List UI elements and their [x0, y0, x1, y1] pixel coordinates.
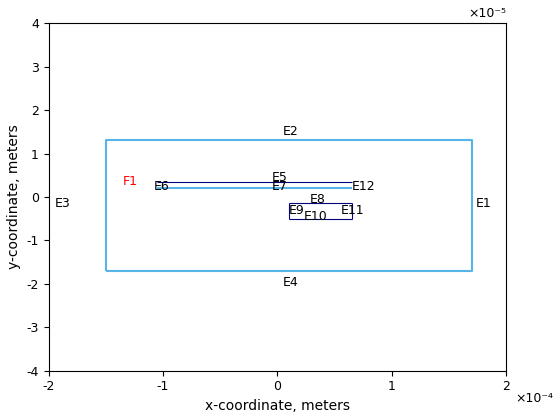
- Text: ×10⁻⁴: ×10⁻⁴: [516, 391, 553, 404]
- Text: E6: E6: [154, 180, 170, 193]
- Text: E3: E3: [54, 197, 70, 210]
- Text: F1: F1: [123, 175, 138, 188]
- X-axis label: x-coordinate, meters: x-coordinate, meters: [205, 399, 350, 413]
- Text: E5: E5: [272, 171, 288, 184]
- Text: E8: E8: [310, 193, 325, 206]
- Text: E10: E10: [304, 210, 328, 223]
- Text: E2: E2: [283, 125, 299, 138]
- Text: E9: E9: [289, 204, 305, 217]
- Text: E4: E4: [283, 276, 299, 289]
- Text: E1: E1: [475, 197, 491, 210]
- Text: E12: E12: [352, 180, 376, 193]
- Text: ×10⁻⁵: ×10⁻⁵: [468, 7, 506, 20]
- Text: E11: E11: [340, 204, 364, 217]
- Text: E7: E7: [272, 180, 288, 193]
- Y-axis label: y-coordinate, meters: y-coordinate, meters: [7, 125, 21, 269]
